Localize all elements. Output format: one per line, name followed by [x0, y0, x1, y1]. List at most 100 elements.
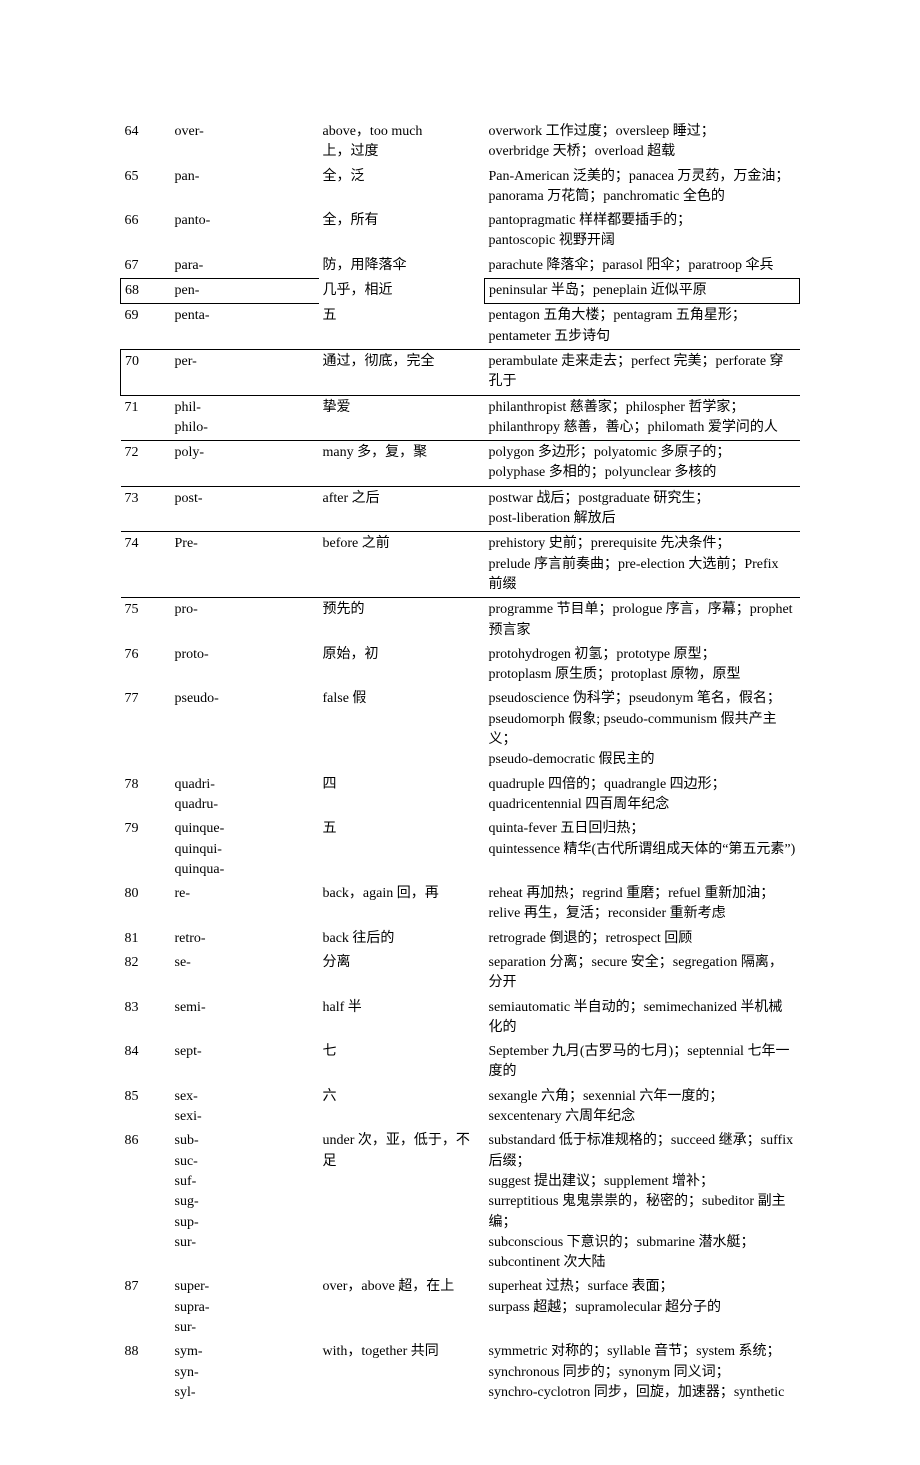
row-number: 76: [121, 643, 171, 688]
row-number: 64: [121, 120, 171, 165]
table-row: 87super-supra-sur-over，above 超，在上superhe…: [121, 1275, 800, 1340]
table-row: 71phil-philo-挚爱philanthropist 慈善家；philos…: [121, 395, 800, 441]
meaning-cell: 五: [319, 817, 485, 882]
meaning-cell: above，too much上，过度: [319, 120, 485, 165]
prefix-cell: quadri-quadru-: [171, 773, 319, 818]
examples-cell: symmetric 对称的；syllable 音节；system 系统；sync…: [485, 1340, 800, 1405]
examples-cell: prehistory 史前；prerequisite 先决条件；prelude …: [485, 532, 800, 598]
table-row: 66panto-全，所有pantopragmatic 样样都要插手的；panto…: [121, 209, 800, 254]
examples-cell: philanthropist 慈善家；philospher 哲学家；philan…: [485, 395, 800, 441]
row-number: 84: [121, 1040, 171, 1085]
examples-cell: Pan-American 泛美的；panacea 万灵药，万金油；panoram…: [485, 165, 800, 210]
row-number: 74: [121, 532, 171, 598]
examples-cell: peninsular 半岛；peneplain 近似平原: [485, 279, 800, 304]
prefix-cell: over-: [171, 120, 319, 165]
meaning-cell: 全，所有: [319, 209, 485, 254]
examples-cell: sexangle 六角；sexennial 六年一度的；sexcentenary…: [485, 1085, 800, 1130]
examples-cell: pentagon 五角大楼；pentagram 五角星形；pentameter …: [485, 304, 800, 350]
table-row: 73post-after 之后postwar 战后；postgraduate 研…: [121, 486, 800, 532]
meaning-cell: 七: [319, 1040, 485, 1085]
table-row: 82se-分离separation 分离；secure 安全；segregati…: [121, 951, 800, 996]
meaning-cell: under 次，亚，低于，不足: [319, 1129, 485, 1275]
meaning-cell: over，above 超，在上: [319, 1275, 485, 1340]
row-number: 88: [121, 1340, 171, 1405]
row-number: 73: [121, 486, 171, 532]
table-row: 77pseudo-false 假pseudoscience 伪科学；pseudo…: [121, 687, 800, 772]
examples-cell: semiautomatic 半自动的；semimechanized 半机械化的: [485, 996, 800, 1041]
table-row: 88sym-syn-syl-with，together 共同symmetric …: [121, 1340, 800, 1405]
row-number: 68: [121, 279, 171, 304]
prefix-cell: sub-suc-suf-sug-sup-sur-: [171, 1129, 319, 1275]
table-row: 81retro-back 往后的retrograde 倒退的；retrospec…: [121, 927, 800, 951]
meaning-cell: with，together 共同: [319, 1340, 485, 1405]
meaning-cell: back 往后的: [319, 927, 485, 951]
prefix-cell: sept-: [171, 1040, 319, 1085]
meaning-cell: 预先的: [319, 598, 485, 643]
prefix-cell: pro-: [171, 598, 319, 643]
row-number: 70: [121, 349, 171, 395]
prefix-cell: semi-: [171, 996, 319, 1041]
examples-cell: postwar 战后；postgraduate 研究生；post-liberat…: [485, 486, 800, 532]
row-number: 69: [121, 304, 171, 350]
meaning-cell: 分离: [319, 951, 485, 996]
table-row: 86sub-suc-suf-sug-sup-sur-under 次，亚，低于，不…: [121, 1129, 800, 1275]
examples-cell: superheat 过热；surface 表面；surpass 超越；supra…: [485, 1275, 800, 1340]
prefix-cell: pan-: [171, 165, 319, 210]
table-row: 68pen-几乎，相近peninsular 半岛；peneplain 近似平原: [121, 279, 800, 304]
meaning-cell: 四: [319, 773, 485, 818]
meaning-cell: false 假: [319, 687, 485, 772]
row-number: 83: [121, 996, 171, 1041]
table-row: 67para-防，用降落伞parachute 降落伞；parasol 阳伞；pa…: [121, 254, 800, 279]
prefix-cell: Pre-: [171, 532, 319, 598]
row-number: 71: [121, 395, 171, 441]
table-row: 65pan-全，泛Pan-American 泛美的；panacea 万灵药，万金…: [121, 165, 800, 210]
table-row: 72poly-many 多，复，聚polygon 多边形；polyatomic …: [121, 441, 800, 487]
prefix-cell: post-: [171, 486, 319, 532]
table-row: 76proto-原始，初protohydrogen 初氢；prototype 原…: [121, 643, 800, 688]
row-number: 72: [121, 441, 171, 487]
row-number: 67: [121, 254, 171, 279]
row-number: 80: [121, 882, 171, 927]
prefix-cell: retro-: [171, 927, 319, 951]
row-number: 79: [121, 817, 171, 882]
prefix-cell: super-supra-sur-: [171, 1275, 319, 1340]
row-number: 65: [121, 165, 171, 210]
page-container: 64over-above，too much上，过度overwork 工作过度；o…: [0, 0, 920, 1465]
prefix-cell: para-: [171, 254, 319, 279]
meaning-cell: 防，用降落伞: [319, 254, 485, 279]
meaning-cell: half 半: [319, 996, 485, 1041]
row-number: 82: [121, 951, 171, 996]
row-number: 86: [121, 1129, 171, 1275]
examples-cell: quinta-fever 五日回归热；quintessence 精华(古代所谓组…: [485, 817, 800, 882]
table-row: 79quinque-quinqui-quinqua-五quinta-fever …: [121, 817, 800, 882]
examples-cell: overwork 工作过度；oversleep 睡过；overbridge 天桥…: [485, 120, 800, 165]
examples-cell: perambulate 走来走去；perfect 完美；perforate 穿孔…: [485, 349, 800, 395]
row-number: 66: [121, 209, 171, 254]
examples-cell: polygon 多边形；polyatomic 多原子的；polyphase 多相…: [485, 441, 800, 487]
meaning-cell: 全，泛: [319, 165, 485, 210]
meaning-cell: after 之后: [319, 486, 485, 532]
prefix-cell: panto-: [171, 209, 319, 254]
meaning-cell: before 之前: [319, 532, 485, 598]
meaning-cell: 通过，彻底，完全: [319, 349, 485, 395]
row-number: 85: [121, 1085, 171, 1130]
examples-cell: separation 分离；secure 安全；segregation 隔离，分…: [485, 951, 800, 996]
table-row: 83semi-half 半semiautomatic 半自动的；semimech…: [121, 996, 800, 1041]
prefix-cell: se-: [171, 951, 319, 996]
row-number: 81: [121, 927, 171, 951]
examples-cell: quadruple 四倍的；quadrangle 四边形；quadricente…: [485, 773, 800, 818]
meaning-cell: 几乎，相近: [319, 279, 485, 304]
examples-cell: protohydrogen 初氢；prototype 原型；protoplasm…: [485, 643, 800, 688]
prefix-cell: penta-: [171, 304, 319, 350]
meaning-cell: 原始，初: [319, 643, 485, 688]
examples-cell: parachute 降落伞；parasol 阳伞；paratroop 伞兵: [485, 254, 800, 279]
meaning-cell: 挚爱: [319, 395, 485, 441]
table-row: 74Pre-before 之前prehistory 史前；prerequisit…: [121, 532, 800, 598]
examples-cell: programme 节目单；prologue 序言，序幕；prophet 预言家: [485, 598, 800, 643]
prefix-table: 64over-above，too much上，过度overwork 工作过度；o…: [120, 120, 800, 1405]
row-number: 78: [121, 773, 171, 818]
table-row: 84sept-七September 九月(古罗马的七月)；septennial …: [121, 1040, 800, 1085]
row-number: 77: [121, 687, 171, 772]
prefix-cell: sex-sexi-: [171, 1085, 319, 1130]
prefix-cell: per-: [171, 349, 319, 395]
